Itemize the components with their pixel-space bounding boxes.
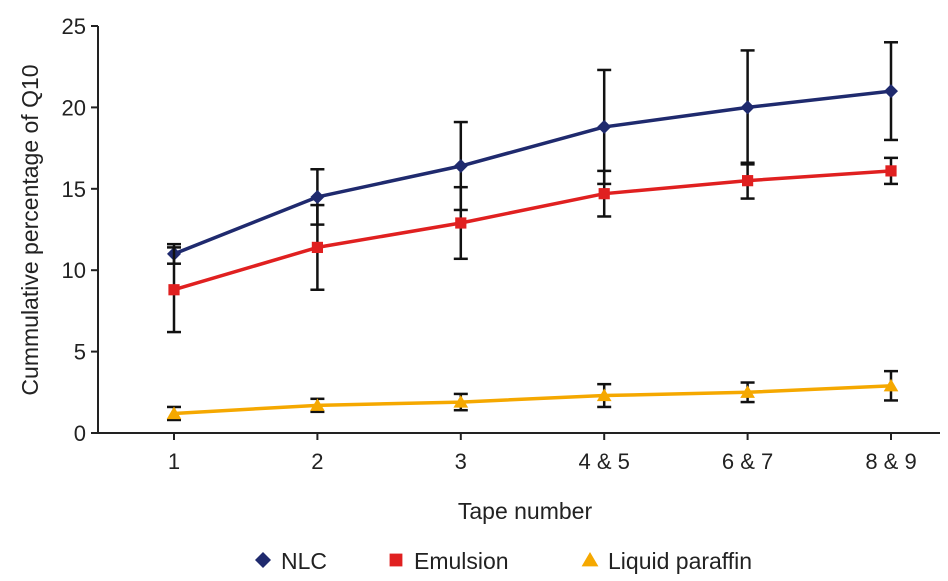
legend-label: NLC — [281, 548, 327, 574]
legend-item-emulsion: Emulsion — [389, 548, 509, 574]
data-point — [168, 284, 180, 296]
x-tick-label: 1 — [168, 449, 180, 474]
y-tick-label: 5 — [74, 340, 86, 365]
data-point — [598, 188, 610, 200]
axes: 0 5 10 15 20 25 1 2 3 4 & 5 6 & 7 8 & 9 — [62, 14, 940, 474]
y-tick-label: 25 — [62, 14, 86, 39]
data-point — [740, 385, 755, 398]
series-line — [173, 89, 892, 256]
data-point — [742, 175, 754, 187]
legend-label: Emulsion — [414, 548, 509, 574]
x-tick-label: 3 — [455, 449, 467, 474]
data-point — [453, 395, 469, 408]
series-nlc — [167, 41, 898, 265]
data-point — [883, 378, 899, 392]
data-point — [740, 100, 755, 115]
x-tick-label: 4 & 5 — [579, 449, 630, 474]
y-tick-label: 0 — [74, 421, 86, 446]
series-liquid-paraffin — [166, 369, 899, 422]
x-tick-label: 6 & 7 — [722, 449, 773, 474]
series-emulsion — [167, 156, 898, 334]
x-tick-label: 8 & 9 — [865, 449, 916, 474]
y-tick-label: 10 — [62, 258, 86, 283]
y-axis-title: Cummulative percentage of Q10 — [17, 64, 43, 395]
legend-item-nlc: NLC — [255, 548, 327, 574]
data-point — [884, 84, 898, 99]
series-line — [173, 169, 892, 292]
legend-marker — [255, 552, 271, 568]
legend-marker — [389, 553, 403, 567]
data-point — [166, 406, 182, 420]
legend-item-liquid-paraffin: Liquid paraffin — [581, 548, 752, 574]
series-layer — [166, 41, 899, 422]
data-point — [885, 165, 897, 177]
data-point — [455, 217, 467, 229]
data-point — [310, 398, 325, 411]
y-tick-label: 20 — [62, 95, 86, 120]
y-tick-label: 15 — [62, 177, 86, 202]
legend: NLC Emulsion Liquid paraffin — [255, 548, 752, 574]
data-point — [453, 159, 468, 174]
data-point — [311, 241, 323, 254]
x-tick-label: 2 — [311, 449, 323, 474]
data-point — [597, 119, 612, 134]
legend-label: Liquid paraffin — [608, 548, 752, 574]
x-axis-title: Tape number — [458, 498, 593, 524]
series-line — [173, 384, 892, 416]
data-point — [310, 189, 325, 204]
legend-marker — [581, 552, 599, 567]
data-point — [596, 388, 612, 402]
